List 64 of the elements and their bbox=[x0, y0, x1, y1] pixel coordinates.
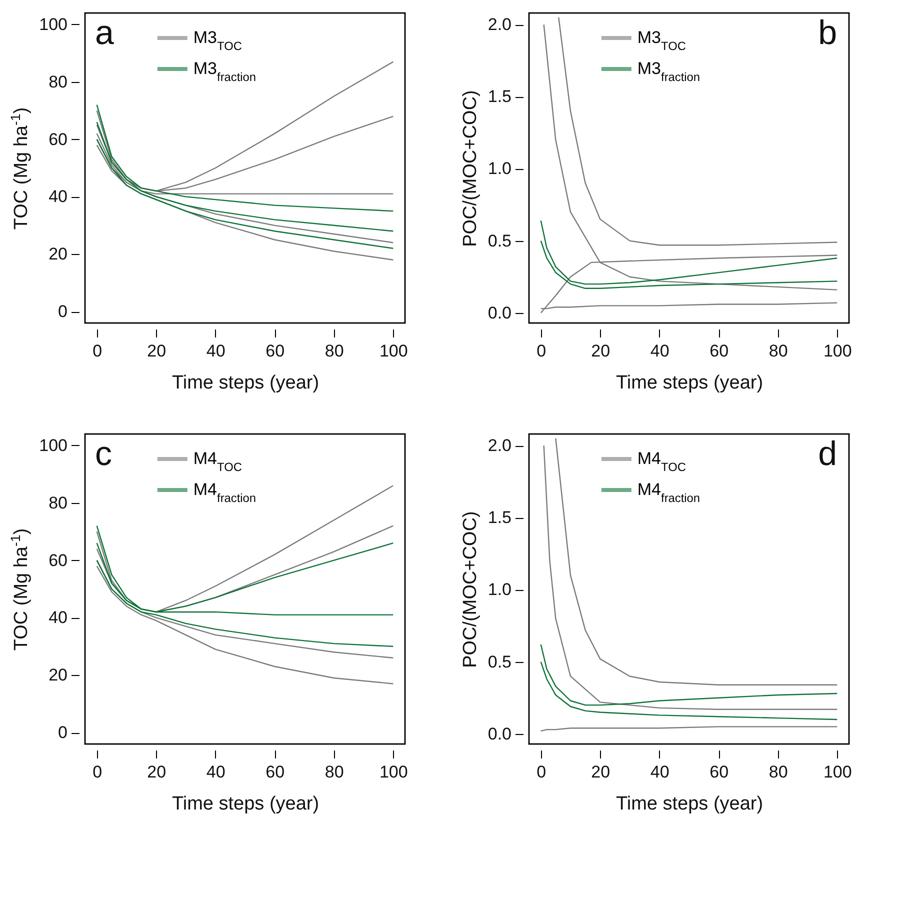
x-tick-label: 0 bbox=[536, 342, 546, 360]
y-tick-label: 1.5 bbox=[488, 508, 512, 528]
x-tick-label: 0 bbox=[536, 762, 546, 782]
x-tick-label: 100 bbox=[379, 762, 408, 782]
x-tick-label: 100 bbox=[823, 342, 852, 360]
legend-label: M4$_{fraction}$ bbox=[193, 480, 256, 505]
y-axis-title: POC/(MOC+COC) bbox=[460, 90, 481, 247]
y-tick-label: 60 bbox=[48, 550, 68, 570]
y-tick-label: 80 bbox=[48, 493, 68, 512]
y-tick-label: 80 bbox=[48, 72, 68, 92]
annotation: c bbox=[95, 435, 112, 473]
x-tick-label: 100 bbox=[823, 762, 852, 782]
x-tick-label: 40 bbox=[206, 342, 226, 360]
x-tick-label: 20 bbox=[147, 342, 166, 360]
y-tick-label: 1.0 bbox=[488, 159, 512, 178]
x-tick-label: 60 bbox=[266, 342, 285, 360]
y-tick-label: 0.5 bbox=[488, 231, 512, 250]
y-tick-label: 1.0 bbox=[488, 580, 512, 600]
x-tick-label: 80 bbox=[324, 762, 344, 782]
y-tick-label: 40 bbox=[48, 187, 68, 206]
y-tick-label: 40 bbox=[48, 608, 68, 628]
y-tick-label: 60 bbox=[48, 130, 68, 149]
y-tick-label: 0 bbox=[58, 302, 68, 322]
y-tick-label: 20 bbox=[48, 666, 68, 685]
y-tick-label: 2.0 bbox=[488, 15, 512, 34]
x-tick-label: 80 bbox=[768, 342, 788, 360]
y-axis-title: POC/(MOC+COC) bbox=[460, 511, 481, 668]
legend-label: M3$_{TOC}$ bbox=[193, 28, 242, 53]
y-tick-label: 100 bbox=[39, 436, 68, 455]
y-tick-label: 0.0 bbox=[488, 724, 512, 744]
x-axis-title: Time steps (year) bbox=[172, 794, 320, 814]
legend-label: M4$_{TOC}$ bbox=[193, 449, 242, 474]
x-tick-label: 80 bbox=[768, 762, 788, 782]
y-tick-label: 2.0 bbox=[488, 436, 512, 456]
y-tick-label: 100 bbox=[39, 14, 68, 34]
legend-label: M3$_{fraction}$ bbox=[193, 59, 256, 84]
x-tick-label: 40 bbox=[206, 762, 226, 782]
y-tick-label: 0.5 bbox=[488, 652, 512, 672]
y-tick-label: 1.5 bbox=[488, 87, 512, 106]
x-tick-label: 20 bbox=[591, 762, 610, 782]
y-tick-label: 20 bbox=[48, 244, 68, 264]
x-tick-label: 0 bbox=[92, 762, 102, 782]
x-tick-label: 100 bbox=[379, 342, 408, 360]
y-tick-label: 0 bbox=[58, 723, 68, 742]
x-tick-label: 40 bbox=[650, 762, 670, 782]
x-tick-label: 60 bbox=[710, 342, 729, 360]
annotation: d bbox=[818, 435, 837, 473]
x-tick-label: 60 bbox=[710, 762, 729, 782]
x-tick-label: 0 bbox=[92, 342, 102, 360]
x-tick-label: 40 bbox=[650, 342, 670, 360]
legend-label: M4$_{fraction}$ bbox=[637, 480, 700, 505]
x-tick-label: 20 bbox=[591, 342, 610, 360]
annotation: b bbox=[818, 14, 837, 52]
x-axis-title: Time steps (year) bbox=[616, 794, 764, 814]
x-tick-label: 80 bbox=[324, 342, 344, 360]
annotation: a bbox=[95, 14, 114, 52]
y-tick-label: 0.0 bbox=[488, 303, 512, 322]
x-tick-label: 60 bbox=[266, 762, 285, 782]
legend-label: M3$_{fraction}$ bbox=[637, 59, 700, 84]
x-axis-title: Time steps (year) bbox=[172, 372, 320, 394]
x-axis-title: Time steps (year) bbox=[616, 372, 764, 394]
x-tick-label: 20 bbox=[147, 762, 166, 782]
legend-label: M4$_{TOC}$ bbox=[637, 449, 686, 474]
legend-label: M3$_{TOC}$ bbox=[637, 28, 686, 53]
